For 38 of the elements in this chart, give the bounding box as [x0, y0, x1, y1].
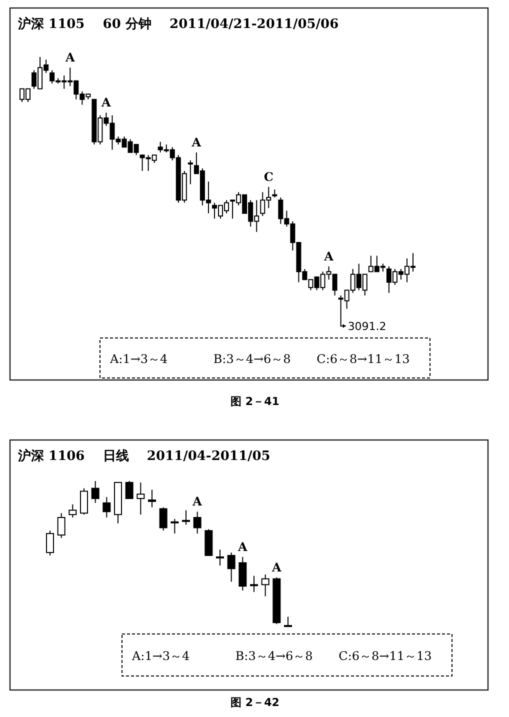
- text: C:6～8→11～13: [316, 352, 410, 366]
- candlestick: [193, 511, 202, 534]
- candlestick: [188, 160, 193, 185]
- annotation: A: [192, 494, 203, 509]
- caption: 图 2－41: [230, 395, 280, 408]
- candlestick: [250, 575, 258, 592]
- annotation: 3091.2: [348, 320, 386, 333]
- candlestick: [216, 549, 224, 566]
- candlestick: [102, 496, 111, 518]
- annotation: A: [271, 560, 282, 574]
- text: B:3～4→6～8: [213, 352, 291, 366]
- text: A:1→3～4: [109, 352, 168, 366]
- candlestick: [182, 510, 190, 526]
- candlestick: [136, 482, 145, 516]
- candlestick: [238, 556, 247, 591]
- annotation: A: [190, 135, 202, 150]
- candlestick: [170, 518, 179, 534]
- annotation: A: [64, 50, 76, 65]
- annotation: C: [264, 170, 274, 184]
- chart-title: 沪深 1106 日线 2011/04-2011/05: [17, 448, 270, 464]
- candlestick: [46, 530, 54, 556]
- candlestick: [57, 512, 66, 538]
- candlestick: [227, 552, 236, 582]
- annotation: A: [323, 249, 334, 264]
- candlestick: [91, 480, 100, 504]
- annotation: A: [100, 96, 112, 110]
- text: A:1→3～4: [131, 649, 190, 663]
- text: C:6～8→11～13: [338, 649, 432, 663]
- candlestick: [159, 506, 168, 532]
- text: B:3～4→6～8: [235, 649, 313, 663]
- candlestick: [68, 504, 77, 518]
- candlestick: [125, 480, 134, 500]
- caption: 图 2－42: [230, 696, 280, 709]
- annotation: A: [237, 540, 248, 554]
- candlestick: [80, 488, 88, 516]
- candlestick: [148, 489, 156, 508]
- candlestick: [261, 574, 270, 597]
- chart-title: 沪深 1105 60 分钟 2011/04/21-2011/05/06: [17, 16, 339, 32]
